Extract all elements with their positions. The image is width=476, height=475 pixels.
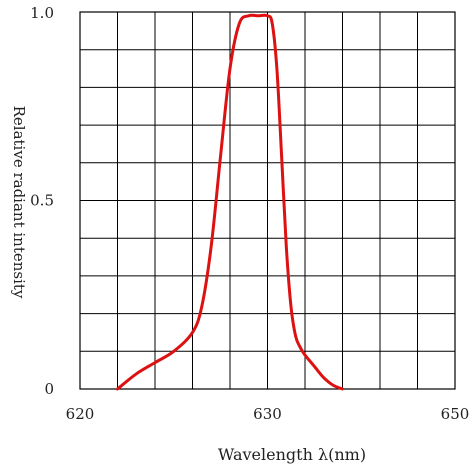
x-tick-label: 620	[66, 405, 95, 423]
y-tick-label: 0.5	[30, 192, 54, 210]
tick-layer: 620 630 650 0 0.5 1.0	[30, 4, 469, 423]
x-tick-label: 650	[441, 405, 470, 423]
x-tick-label: 630	[253, 405, 282, 423]
line-layer	[116, 13, 344, 391]
y-tick-label: 0	[44, 380, 54, 398]
grid-layer	[79, 11, 456, 390]
x-axis-label: Wavelength λ(nm)	[218, 445, 366, 464]
series-line	[116, 13, 344, 391]
y-tick-label: 1.0	[30, 4, 54, 22]
y-axis-label: Relative radiant intensity	[10, 106, 28, 299]
